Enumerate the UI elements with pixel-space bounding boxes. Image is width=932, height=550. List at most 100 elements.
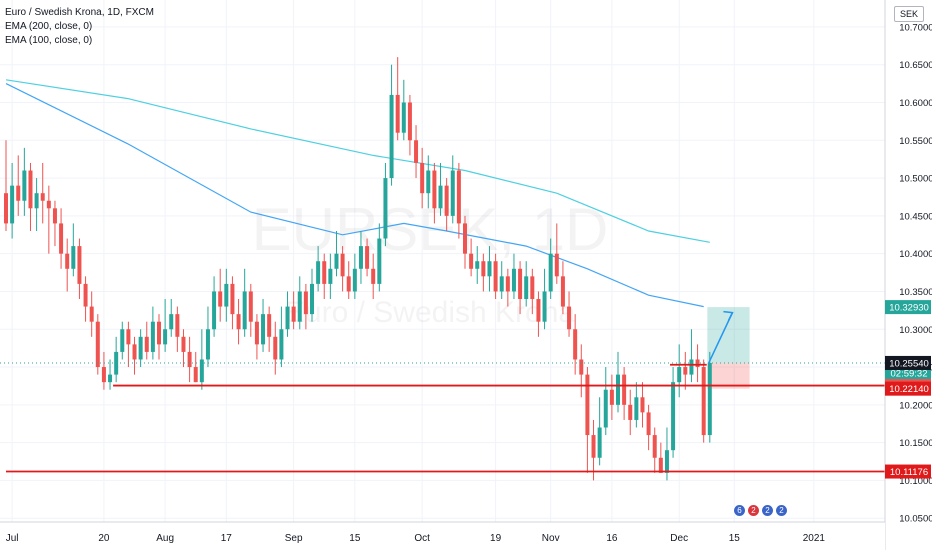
candle — [377, 223, 382, 292]
candle — [334, 230, 339, 277]
candle-body — [77, 246, 82, 284]
candle — [389, 64, 394, 186]
time-axis[interactable]: Jul 20 Aug 17 Sep 15 Oct 19 Nov 16 Dec 15 2021 — [0, 521, 885, 550]
candle — [322, 253, 327, 300]
candle — [65, 238, 70, 292]
candle — [340, 246, 345, 292]
candle-body — [456, 170, 461, 224]
candle-body — [469, 253, 474, 269]
price-label-bg — [885, 300, 931, 315]
legend-ema200[interactable]: EMA (200, close, 0) — [5, 21, 93, 32]
candle — [432, 162, 437, 224]
price-label-text: 02:59:32 — [891, 369, 928, 380]
candle-body — [603, 389, 608, 428]
candle — [542, 268, 547, 330]
candle — [481, 253, 486, 292]
legend-symbol[interactable]: Euro / Swedish Krona, 1D, FXCM — [5, 7, 154, 18]
candle-body — [40, 193, 45, 201]
candle — [181, 329, 186, 368]
price-label: 10.25540 — [885, 355, 931, 370]
candle-body — [395, 94, 400, 133]
candle-body — [218, 291, 223, 307]
candle-body — [279, 329, 284, 360]
candle-body — [144, 336, 149, 352]
candle — [95, 314, 100, 375]
candle — [573, 314, 578, 375]
price-label-text: 10.22140 — [889, 384, 929, 395]
candle — [383, 162, 388, 247]
candle-body — [108, 374, 113, 383]
candle-body — [163, 329, 168, 345]
candle — [101, 351, 106, 390]
legend-ema100[interactable]: EMA (100, close, 0) — [5, 35, 93, 46]
candle-body — [22, 170, 27, 201]
currency-badge[interactable]: SEK — [894, 6, 924, 22]
candle-body — [426, 170, 431, 194]
candle-body — [567, 306, 572, 330]
candle-body — [420, 162, 425, 194]
candle-body — [150, 321, 155, 352]
candle — [438, 162, 443, 216]
price-labels: 10.3293010.2554102:59:3210.2554010.22486… — [885, 300, 931, 479]
candle — [518, 261, 523, 315]
price-label-bg — [885, 381, 931, 396]
candle-body — [310, 283, 314, 315]
price-label: 10.22140 — [885, 381, 931, 396]
candle-body — [560, 276, 565, 307]
candle-body — [664, 450, 669, 473]
candle-body — [511, 268, 516, 292]
time-axis-bg — [0, 522, 885, 550]
price-axis-bg — [885, 0, 932, 550]
candle-body — [487, 261, 492, 277]
candle-body — [585, 374, 590, 436]
candle-body — [616, 374, 620, 405]
candle-body — [236, 314, 241, 330]
candles — [4, 57, 712, 481]
candle — [46, 185, 51, 254]
candle — [279, 306, 284, 368]
event-marker[interactable]: 2 — [761, 504, 774, 517]
candle — [401, 79, 406, 141]
candle-body — [518, 268, 523, 300]
economic-event-markers[interactable]: 6 2 2 2 — [733, 504, 788, 517]
y-tick-label: 10.05000 — [899, 514, 932, 525]
candle — [365, 238, 370, 277]
candle-body — [181, 336, 186, 352]
candle-body — [701, 367, 706, 436]
candle-body — [4, 193, 8, 224]
event-marker[interactable]: 2 — [775, 504, 788, 517]
candle-body — [291, 306, 296, 322]
candle-body — [83, 283, 88, 307]
candle — [132, 336, 137, 375]
candle-body — [671, 382, 676, 451]
chart-watermark: EURSEK, 1D Euro / Swedish Krona — [252, 196, 609, 329]
candle — [634, 382, 639, 428]
candle-body — [52, 208, 57, 224]
candle — [138, 329, 143, 368]
long-position-tool[interactable] — [707, 307, 750, 389]
y-tick-label: 10.20000 — [899, 400, 932, 411]
candle — [254, 314, 259, 360]
candle — [395, 57, 400, 141]
candle — [16, 155, 21, 216]
candle-body — [383, 178, 388, 239]
event-marker[interactable]: 2 — [747, 504, 760, 517]
candle — [10, 162, 15, 239]
candle — [291, 291, 296, 330]
event-marker[interactable]: 6 — [733, 504, 746, 517]
candle — [175, 306, 180, 352]
candle-body — [132, 344, 137, 360]
candle-body — [628, 404, 633, 420]
candle — [163, 299, 168, 352]
candle-body — [322, 261, 327, 284]
candle — [536, 291, 541, 337]
candle-body — [432, 170, 437, 209]
candle-body — [328, 268, 333, 284]
candle-body — [407, 102, 412, 141]
candle-body — [205, 329, 210, 360]
candle-body — [89, 306, 94, 322]
price-axis[interactable]: 10.70000 10.65000 10.60000 10.55000 10.50000… — [884, 0, 932, 550]
y-tick-label: 10.40000 — [899, 249, 932, 260]
candle — [511, 253, 516, 300]
